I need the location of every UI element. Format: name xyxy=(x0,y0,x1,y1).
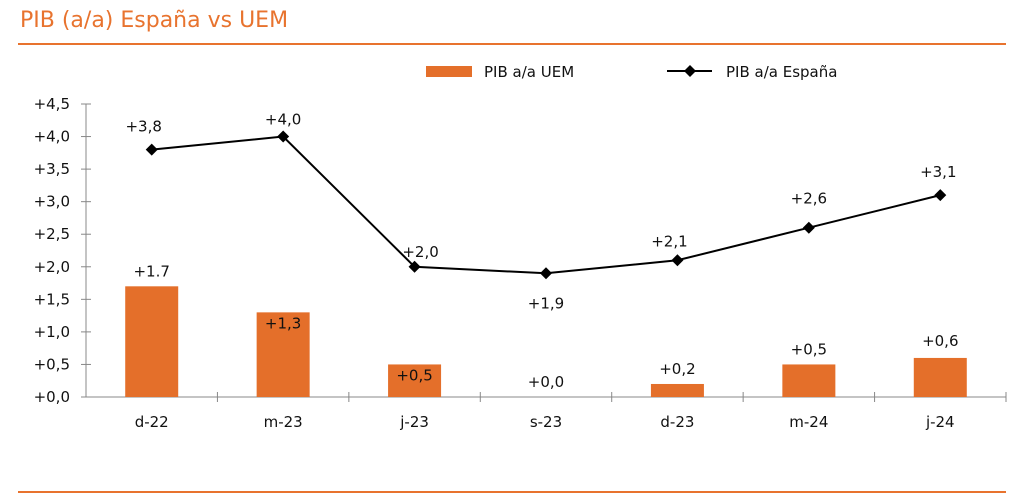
x-tick-label: m-24 xyxy=(789,413,828,431)
line-data-label: +4,0 xyxy=(265,111,301,129)
bar xyxy=(650,383,704,397)
x-tick-label: d-23 xyxy=(660,413,694,431)
bar-data-label: +1,3 xyxy=(265,314,301,332)
y-tick-label: +2,0 xyxy=(34,258,70,276)
line-data-label: +2,0 xyxy=(402,243,438,261)
line-data-label: +3,8 xyxy=(125,118,161,136)
y-tick-label: +1,5 xyxy=(34,290,70,308)
bar xyxy=(125,286,179,397)
bar xyxy=(256,312,310,397)
y-tick-label: +3,0 xyxy=(34,193,70,211)
y-tick-label: +4,0 xyxy=(34,128,70,146)
bar xyxy=(782,364,836,397)
x-tick-label: j-23 xyxy=(399,413,429,431)
bar-data-label: +0,5 xyxy=(791,340,827,358)
y-tick-label: +0,0 xyxy=(34,388,70,406)
bar-data-label: +0,2 xyxy=(659,360,695,378)
y-tick-label: +1,0 xyxy=(34,323,70,341)
line-marker xyxy=(540,267,552,280)
legend-marker-espana xyxy=(684,65,696,77)
chart-title: PIB (a/a) España vs UEM xyxy=(20,8,289,33)
x-tick-label: s-23 xyxy=(530,413,562,431)
legend-label-espana: PIB a/a España xyxy=(726,63,837,81)
line-marker xyxy=(277,130,290,143)
line-data-label: +2,1 xyxy=(651,232,687,250)
line-marker xyxy=(145,143,158,156)
bar-data-label: +0,5 xyxy=(396,366,432,384)
y-tick-label: +3,5 xyxy=(34,160,70,178)
bar-data-label: +1.7 xyxy=(133,262,169,280)
y-tick-label: +4,5 xyxy=(34,95,70,113)
line-data-label: +2,6 xyxy=(791,190,827,208)
y-tick-label: +2,5 xyxy=(34,225,70,243)
legend-label-uem: PIB a/a UEM xyxy=(484,63,574,81)
y-tick-label: +0,5 xyxy=(34,355,70,373)
x-tick-label: m-23 xyxy=(264,413,303,431)
line-marker xyxy=(671,254,684,267)
x-tick-label: d-22 xyxy=(135,413,169,431)
bar xyxy=(388,364,442,397)
line-marker xyxy=(408,260,421,273)
bar xyxy=(913,357,967,397)
line-data-label: +1,9 xyxy=(528,294,564,312)
legend-swatch-uem xyxy=(426,66,472,77)
bar-data-label: +0,6 xyxy=(922,332,958,350)
x-tick-label: j-24 xyxy=(925,413,955,431)
top-rule xyxy=(18,43,1006,45)
line-data-label: +3,1 xyxy=(920,163,956,181)
bar-data-label: +0,0 xyxy=(528,373,564,391)
line-marker xyxy=(802,221,815,234)
bottom-rule xyxy=(18,491,1006,493)
line-marker xyxy=(934,189,947,202)
